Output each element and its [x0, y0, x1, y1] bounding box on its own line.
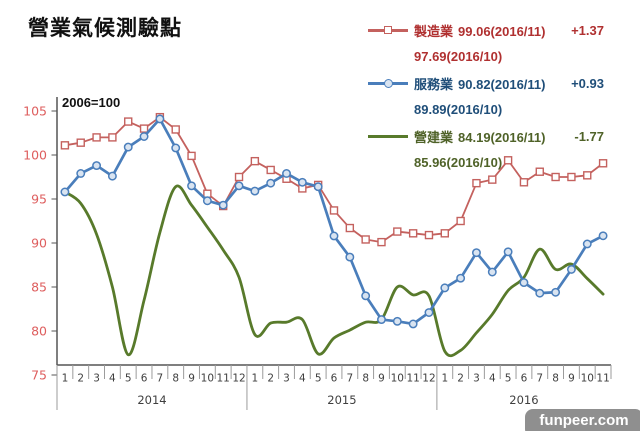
- svg-text:12: 12: [232, 373, 245, 385]
- svg-text:3: 3: [283, 373, 290, 385]
- legend: 製造業 99.06(2016/11) +1.37 97.69(2016/10) 服…: [368, 17, 604, 176]
- svg-text:6: 6: [521, 373, 528, 385]
- legend-label-services: 服務業 90.82(2016/11): [414, 74, 545, 93]
- legend-entry-manufacturing: 製造業 99.06(2016/11) +1.37 97.69(2016/10): [368, 17, 604, 70]
- legend-entry-construction: 營建業 84.19(2016/11) -1.77 85.96(2016/10): [368, 123, 604, 176]
- svg-text:8: 8: [172, 373, 179, 385]
- svg-text:7: 7: [157, 373, 164, 385]
- svg-text:8: 8: [362, 373, 369, 385]
- series-current-value: 90.82(2016/11): [458, 76, 546, 92]
- legend-entry-services: 服務業 90.82(2016/11) +0.93 89.89(2016/10): [368, 70, 604, 123]
- svg-text:3: 3: [93, 373, 100, 385]
- svg-text:1: 1: [252, 373, 259, 385]
- svg-text:7: 7: [346, 373, 353, 385]
- series-change-value: +1.37: [571, 22, 604, 38]
- svg-text:10: 10: [201, 373, 214, 385]
- svg-text:80: 80: [31, 324, 47, 339]
- svg-text:5: 5: [315, 373, 322, 385]
- svg-text:5: 5: [125, 373, 132, 385]
- series-current-value: 99.06(2016/11): [458, 23, 546, 39]
- page-title: 營業氣候測驗點: [28, 17, 182, 40]
- svg-text:4: 4: [489, 373, 496, 385]
- svg-text:90: 90: [31, 236, 47, 251]
- svg-text:105: 105: [23, 104, 47, 119]
- series-previous-value: 89.89(2016/10): [414, 102, 503, 117]
- svg-text:2016: 2016: [509, 393, 538, 407]
- svg-text:1: 1: [441, 373, 448, 385]
- construction-line-icon: [368, 135, 408, 138]
- svg-text:6: 6: [141, 373, 148, 385]
- series-name: 營建業: [414, 129, 454, 145]
- legend-label-construction: 營建業 84.19(2016/11): [414, 127, 545, 146]
- series-previous-value: 97.69(2016/10): [414, 49, 503, 64]
- svg-text:10: 10: [581, 373, 594, 385]
- svg-text:9: 9: [568, 373, 575, 385]
- svg-text:95: 95: [31, 192, 47, 207]
- series-change-value: +0.93: [571, 75, 604, 91]
- series-name: 製造業: [414, 23, 454, 39]
- legend-label-manufacturing: 製造業 99.06(2016/11): [414, 21, 545, 40]
- svg-text:2: 2: [267, 373, 274, 385]
- construction-line-swatch-icon: [368, 130, 408, 142]
- svg-text:10: 10: [391, 373, 404, 385]
- services-line-circle-marker-icon: [368, 77, 408, 89]
- series-name: 服務業: [414, 76, 454, 92]
- svg-text:11: 11: [217, 373, 230, 385]
- svg-text:7: 7: [536, 373, 543, 385]
- watermark: funpeer.com: [525, 409, 640, 431]
- svg-text:2: 2: [457, 373, 464, 385]
- svg-text:11: 11: [596, 373, 609, 385]
- svg-text:3: 3: [473, 373, 480, 385]
- svg-text:85: 85: [31, 280, 47, 295]
- svg-text:75: 75: [31, 368, 47, 383]
- manufacturing-square-marker-icon: [384, 26, 392, 34]
- series-current-value: 84.19(2016/11): [458, 129, 546, 145]
- svg-text:5: 5: [505, 373, 512, 385]
- svg-text:2006=100: 2006=100: [62, 95, 120, 110]
- series-previous-value: 85.96(2016/10): [414, 155, 503, 170]
- svg-text:2015: 2015: [327, 393, 356, 407]
- svg-text:11: 11: [406, 373, 419, 385]
- services-circle-marker-icon: [383, 78, 393, 88]
- svg-text:9: 9: [378, 373, 385, 385]
- manufacturing-line-square-marker-icon: [368, 24, 408, 36]
- series-change-value: -1.77: [574, 128, 604, 144]
- svg-text:4: 4: [299, 373, 306, 385]
- svg-text:100: 100: [23, 148, 47, 163]
- svg-text:4: 4: [109, 373, 116, 385]
- svg-text:9: 9: [188, 373, 195, 385]
- svg-text:12: 12: [422, 373, 435, 385]
- svg-text:8: 8: [552, 373, 559, 385]
- svg-text:6: 6: [331, 373, 338, 385]
- svg-text:2014: 2014: [137, 393, 166, 407]
- svg-text:2: 2: [77, 373, 84, 385]
- svg-text:1: 1: [62, 373, 69, 385]
